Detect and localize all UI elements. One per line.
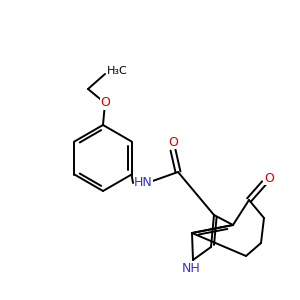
Text: O: O [100,97,110,110]
Text: NH: NH [182,262,200,275]
Text: O: O [168,136,178,148]
Text: O: O [264,172,274,184]
Text: HN: HN [134,176,153,188]
Text: H₃C: H₃C [106,66,128,76]
